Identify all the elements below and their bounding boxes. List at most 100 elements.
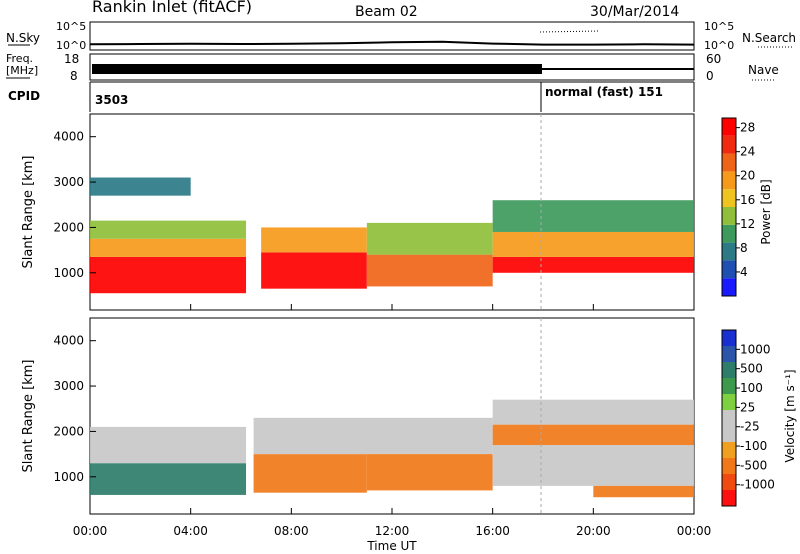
noise-right-tick-bottom: 10^0 xyxy=(704,39,734,52)
y-tick-label: 2000 xyxy=(53,220,84,234)
freq-right-label: Nave xyxy=(748,63,779,77)
heatmap-cell xyxy=(90,256,247,294)
heatmap-cell xyxy=(90,177,191,196)
time-tick-label: 00:00 xyxy=(73,524,108,538)
colorbar-frame xyxy=(721,117,737,297)
velocity-ylabel: Slant Range [km] xyxy=(21,360,36,473)
colorbar-tick-label: 20 xyxy=(740,169,755,183)
colorbar-swatch xyxy=(722,378,736,394)
time-axis-label: Time UT xyxy=(366,539,417,553)
colorbar-tick-label: 25 xyxy=(740,400,755,414)
colorbar-swatch xyxy=(722,242,736,261)
colorbar-swatch xyxy=(722,224,736,243)
time-tick-label: 00:00 xyxy=(677,524,712,538)
heatmap-cell xyxy=(593,485,694,498)
heatmap-cell xyxy=(261,227,367,253)
colorbar-tick-label: -100 xyxy=(740,439,767,453)
freq-right-tick-top: 60 xyxy=(706,52,721,66)
y-tick-label: 4000 xyxy=(53,130,84,144)
noise-panel: N.Sky 10^5 10^0 10^5 10^0 N.Search xyxy=(6,20,796,52)
colorbar-tick-label: -1000 xyxy=(740,478,775,492)
time-axis: 00:00 04:00 08:00 12:00 16:00 20:00 00:00 xyxy=(73,304,712,538)
colorbar-swatch xyxy=(722,458,736,474)
cpid-panel: CPID 3503 normal (fast) 151 xyxy=(8,81,695,112)
noise-right-tick-top: 10^5 xyxy=(704,20,734,33)
noise-series-line xyxy=(89,40,695,46)
heatmap-cell xyxy=(492,399,694,425)
colorbar-swatch xyxy=(722,330,736,346)
heatmap-cell xyxy=(492,445,694,486)
date-title: 30/Mar/2014 xyxy=(590,4,679,20)
colorbar-swatch xyxy=(722,394,736,410)
freq-left-label-1: Freq. xyxy=(6,52,33,65)
freq-left-tick-top: 18 xyxy=(64,52,79,66)
y-tick-label: 1000 xyxy=(53,470,84,484)
power-ylabel: Slant Range [km] xyxy=(21,156,36,269)
noise-left-tick-bottom: 10^0 xyxy=(56,39,86,52)
noise-right-label: N.Search xyxy=(742,31,796,45)
heatmap-cell xyxy=(492,256,694,273)
colorbar-tick-label: 28 xyxy=(740,121,755,135)
colorbar-swatch xyxy=(722,189,736,207)
colorbar-swatch xyxy=(722,346,736,362)
colorbar-tick-label: 12 xyxy=(740,217,755,231)
noise-left-tick-top: 10^5 xyxy=(56,20,86,33)
colorbar-swatch xyxy=(722,135,736,154)
velocity-colorbar-label: Velocity [m s⁻¹] xyxy=(783,369,797,462)
colorbar-tick-label: 8 xyxy=(740,241,748,255)
y-tick-label: 4000 xyxy=(53,334,84,348)
heatmap-cell xyxy=(253,454,367,493)
colorbar-tick-label: 24 xyxy=(740,145,755,159)
heatmap-cell xyxy=(366,454,493,491)
heatmap-cell xyxy=(90,220,247,239)
site-title: Rankin Inlet (fitACF) xyxy=(92,0,252,16)
colorbar-swatch xyxy=(722,207,736,225)
colorbar-frame xyxy=(721,329,737,507)
time-tick-label: 04:00 xyxy=(173,524,208,538)
colorbar-swatch xyxy=(722,474,736,490)
cpid-label: CPID xyxy=(8,89,40,103)
colorbar-tick-label: -500 xyxy=(740,458,767,472)
cpid-segment-2: normal (fast) 151 xyxy=(545,85,663,99)
freq-right-tick-bottom: 0 xyxy=(706,69,714,83)
velocity-yticks: 1000 2000 3000 4000 xyxy=(53,334,96,484)
power-colorbar: 4 8 12 16 20 24 28 xyxy=(721,117,755,297)
time-tick-label: 16:00 xyxy=(475,524,510,538)
freq-panel: Freq. [MHz] 18 8 60 0 Nave xyxy=(6,52,779,83)
colorbar-swatch xyxy=(722,153,736,172)
heatmap-cell xyxy=(253,417,493,455)
colorbar-swatch xyxy=(722,278,736,296)
heatmap-cell xyxy=(492,231,694,257)
time-tick-label: 08:00 xyxy=(274,524,309,538)
colorbar-tick-label: 100 xyxy=(740,381,763,395)
colorbar-swatch xyxy=(722,490,736,506)
cpid-segment-1: 3503 xyxy=(95,93,128,107)
velocity-heatmap xyxy=(90,399,694,498)
beam-title: Beam 02 xyxy=(355,4,418,20)
noise-search-line xyxy=(539,30,601,33)
colorbar-swatch xyxy=(722,362,736,378)
y-tick-label: 1000 xyxy=(53,266,84,280)
heatmap-cell xyxy=(90,426,247,464)
colorbar-tick-label: 500 xyxy=(740,362,763,376)
colorbar-swatch xyxy=(722,171,736,190)
colorbar-swatch xyxy=(722,410,736,426)
heatmap-cell xyxy=(90,463,247,495)
freq-left-label-2: [MHz] xyxy=(6,64,38,77)
colorbar-tick-label: 16 xyxy=(740,193,755,207)
power-panel: Slant Range [km] 1000 2000 3000 4000 4 8 12 16… xyxy=(21,113,773,311)
colorbar-tick-label: 1000 xyxy=(740,342,771,356)
colorbar-tick-label: -25 xyxy=(740,420,760,434)
heatmap-cell xyxy=(366,254,493,287)
power-yticks: 1000 2000 3000 4000 xyxy=(53,130,96,280)
noise-left-label: N.Sky xyxy=(6,31,40,45)
freq-series-band xyxy=(92,64,542,74)
colorbar-swatch xyxy=(722,260,736,279)
heatmap-cell xyxy=(492,200,694,232)
power-heatmap xyxy=(90,177,694,294)
heatmap-cell xyxy=(261,252,367,289)
colorbar-swatch xyxy=(722,118,736,136)
heatmap-cell xyxy=(492,424,694,446)
colorbar-swatch xyxy=(722,426,736,442)
